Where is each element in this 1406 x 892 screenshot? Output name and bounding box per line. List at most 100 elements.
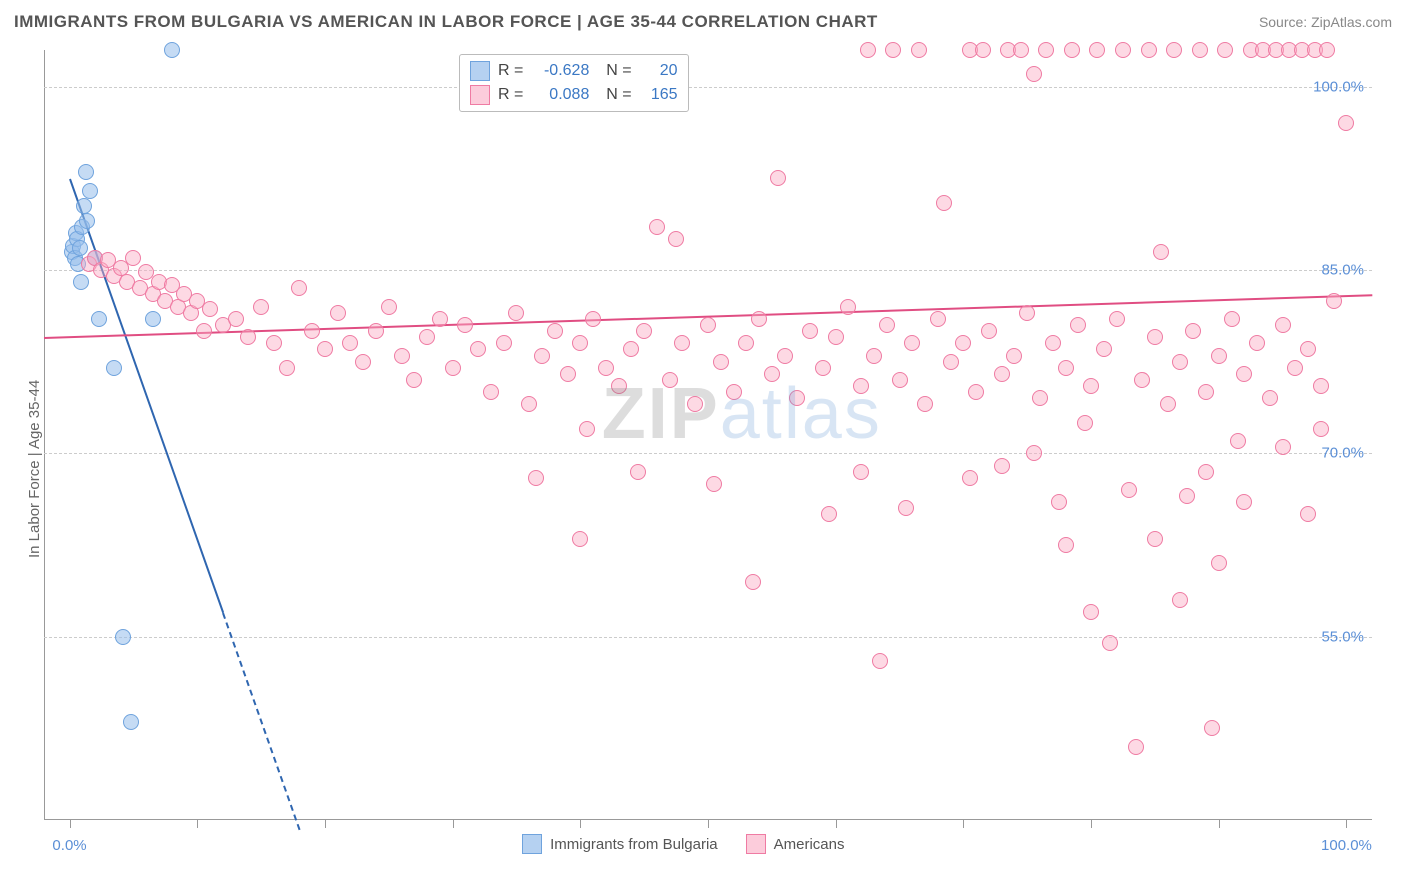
r-label: R =: [498, 83, 523, 107]
data-point: [1300, 341, 1316, 357]
data-point: [91, 311, 107, 327]
data-point: [330, 305, 346, 321]
scatter-plot-area: 55.0%70.0%85.0%100.0%0.0%100.0%: [44, 50, 1372, 820]
data-point: [1058, 537, 1074, 553]
data-point: [528, 470, 544, 486]
data-point: [1128, 739, 1144, 755]
data-point: [904, 335, 920, 351]
data-point: [994, 458, 1010, 474]
data-point: [636, 323, 652, 339]
data-point: [1051, 494, 1067, 510]
data-point: [1102, 635, 1118, 651]
data-point: [381, 299, 397, 315]
data-point: [917, 396, 933, 412]
y-tick-label: 85.0%: [1321, 262, 1364, 279]
data-point: [1275, 317, 1291, 333]
data-point: [1064, 42, 1080, 58]
chart-header: IMMIGRANTS FROM BULGARIA VS AMERICAN IN …: [0, 0, 1406, 44]
x-tick-mark: [453, 820, 454, 828]
gridline-horizontal: [44, 270, 1372, 271]
data-point: [770, 170, 786, 186]
x-tick-mark: [580, 820, 581, 828]
data-point: [279, 360, 295, 376]
chart-source: Source: ZipAtlas.com: [1259, 14, 1392, 30]
data-point: [228, 311, 244, 327]
data-point: [706, 476, 722, 492]
data-point: [76, 198, 92, 214]
data-point: [1166, 42, 1182, 58]
data-point: [470, 341, 486, 357]
data-point: [419, 329, 435, 345]
data-point: [1198, 384, 1214, 400]
data-point: [266, 335, 282, 351]
data-point: [1147, 329, 1163, 345]
data-point: [821, 506, 837, 522]
data-point: [406, 372, 422, 388]
data-point: [572, 335, 588, 351]
data-point: [1185, 323, 1201, 339]
data-point: [713, 354, 729, 370]
data-point: [521, 396, 537, 412]
data-point: [1172, 592, 1188, 608]
data-point: [598, 360, 614, 376]
data-point: [885, 42, 901, 58]
data-point: [73, 274, 89, 290]
data-point: [1300, 506, 1316, 522]
trend-line: [222, 613, 300, 831]
data-point: [751, 311, 767, 327]
data-point: [1338, 115, 1354, 131]
x-tick-mark: [1219, 820, 1220, 828]
data-point: [853, 378, 869, 394]
data-point: [1224, 311, 1240, 327]
y-tick-label: 100.0%: [1313, 78, 1364, 95]
data-point: [898, 500, 914, 516]
data-point: [1275, 439, 1291, 455]
data-point: [291, 280, 307, 296]
data-point: [164, 42, 180, 58]
data-point: [1134, 372, 1150, 388]
series-legend: Immigrants from BulgariaAmericans: [522, 834, 844, 854]
data-point: [1160, 396, 1176, 412]
data-point: [123, 714, 139, 730]
data-point: [1019, 305, 1035, 321]
data-point: [483, 384, 499, 400]
data-point: [853, 464, 869, 480]
data-point: [1013, 42, 1029, 58]
x-tick-mark: [70, 820, 71, 828]
data-point: [1204, 720, 1220, 736]
data-point: [1115, 42, 1131, 58]
data-point: [1141, 42, 1157, 58]
gridline-horizontal: [44, 637, 1372, 638]
data-point: [1198, 464, 1214, 480]
data-point: [1153, 244, 1169, 260]
n-value: 20: [640, 59, 678, 83]
data-point: [674, 335, 690, 351]
x-tick-mark: [197, 820, 198, 828]
data-point: [611, 378, 627, 394]
data-point: [1058, 360, 1074, 376]
data-point: [930, 311, 946, 327]
data-point: [82, 183, 98, 199]
data-point: [457, 317, 473, 333]
data-point: [975, 42, 991, 58]
data-point: [1026, 445, 1042, 461]
n-label: N =: [597, 59, 631, 83]
x-tick-mark: [1091, 820, 1092, 828]
data-point: [994, 366, 1010, 382]
data-point: [649, 219, 665, 235]
r-value: 0.088: [531, 83, 589, 107]
correlation-legend: R =-0.628 N =20R =0.088 N =165: [459, 54, 689, 112]
source-label: Source:: [1259, 14, 1311, 30]
data-point: [534, 348, 550, 364]
series-legend-label: Immigrants from Bulgaria: [550, 836, 718, 853]
n-value: 165: [640, 83, 678, 107]
data-point: [1109, 311, 1125, 327]
data-point: [78, 164, 94, 180]
data-point: [1083, 604, 1099, 620]
data-point: [700, 317, 716, 333]
legend-swatch: [470, 85, 490, 105]
data-point: [115, 629, 131, 645]
data-point: [1262, 390, 1278, 406]
data-point: [432, 311, 448, 327]
x-tick-label-right: 100.0%: [1321, 837, 1372, 854]
